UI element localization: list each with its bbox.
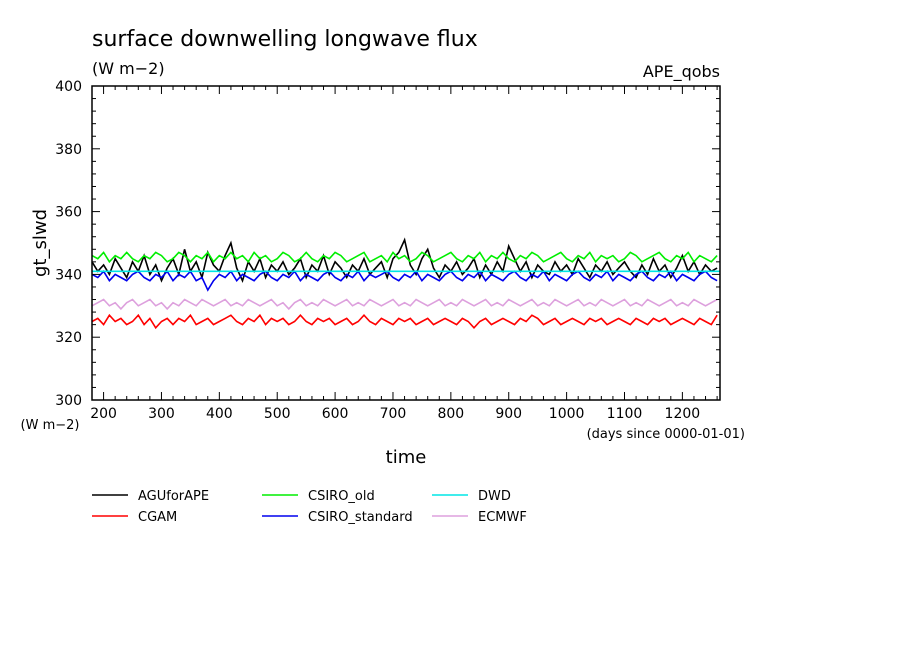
y-tick-label: 380 xyxy=(55,142,82,158)
x-tick-label: 700 xyxy=(380,406,407,422)
x-tick-label: 800 xyxy=(437,406,464,422)
x-tick-label: 200 xyxy=(90,406,117,422)
chart-subtitle: (W m−2) xyxy=(92,59,165,78)
series-line-ecmwf xyxy=(91,298,718,311)
axes: 300 320 340 360 380 400 200 300 400 500 600 700 800 9… xyxy=(55,79,721,422)
x-tick-label: 1000 xyxy=(549,406,585,422)
y-units-label: (W m−2) xyxy=(21,418,80,433)
chart-annotation: APE_qobs xyxy=(643,62,720,82)
legend-label: AGUforAPE xyxy=(138,489,209,504)
y-tick-label: 360 xyxy=(55,205,82,221)
legend-label: CSIRO_old xyxy=(308,489,375,504)
plot-frame xyxy=(91,85,721,401)
series-line-aguforape xyxy=(91,237,718,283)
legend: AGUforAPE CGAM CSIRO_old CSIRO_standard DWD E… xyxy=(92,489,527,525)
series-line-cgam xyxy=(91,313,718,330)
series-line-csiro-standard xyxy=(91,269,718,292)
x-tick-label: 900 xyxy=(495,406,522,422)
series-line-csiro-old xyxy=(91,251,718,264)
x-tick-label: 300 xyxy=(148,406,175,422)
legend-label: DWD xyxy=(478,489,511,504)
y-tick-label: 320 xyxy=(55,330,82,346)
plot-lines xyxy=(91,237,720,330)
x-tick-label: 1200 xyxy=(665,406,701,422)
legend-label: ECMWF xyxy=(478,510,527,525)
x-tick-label: 400 xyxy=(206,406,233,422)
y-axis-title: gt_slwd xyxy=(30,209,51,277)
legend-label: CSIRO_standard xyxy=(308,510,413,525)
y-tick-label: 300 xyxy=(55,393,82,409)
x-tick-label: 500 xyxy=(264,406,291,422)
legend-label: CGAM xyxy=(138,510,177,525)
x-tick-label: 1100 xyxy=(607,406,643,422)
y-tick-label: 340 xyxy=(55,267,82,283)
chart-title: surface downwelling longwave flux xyxy=(92,27,478,52)
y-tick-label: 400 xyxy=(55,79,82,95)
x-tick-label: 600 xyxy=(322,406,349,422)
x-axis-title: time xyxy=(386,447,427,468)
x-units-label: (days since 0000-01-01) xyxy=(587,427,745,442)
